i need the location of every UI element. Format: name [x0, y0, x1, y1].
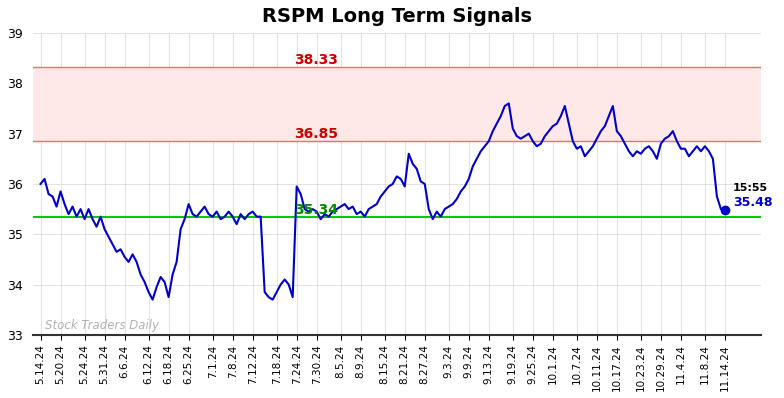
Text: 15:55: 15:55 — [733, 183, 768, 193]
Title: RSPM Long Term Signals: RSPM Long Term Signals — [262, 7, 532, 26]
Text: 35.34: 35.34 — [294, 203, 338, 217]
Bar — [33, 67, 761, 141]
Text: 36.85: 36.85 — [294, 127, 338, 141]
Text: Stock Traders Daily: Stock Traders Daily — [45, 319, 158, 332]
Text: 35.48: 35.48 — [733, 196, 772, 209]
Text: 38.33: 38.33 — [294, 53, 338, 67]
